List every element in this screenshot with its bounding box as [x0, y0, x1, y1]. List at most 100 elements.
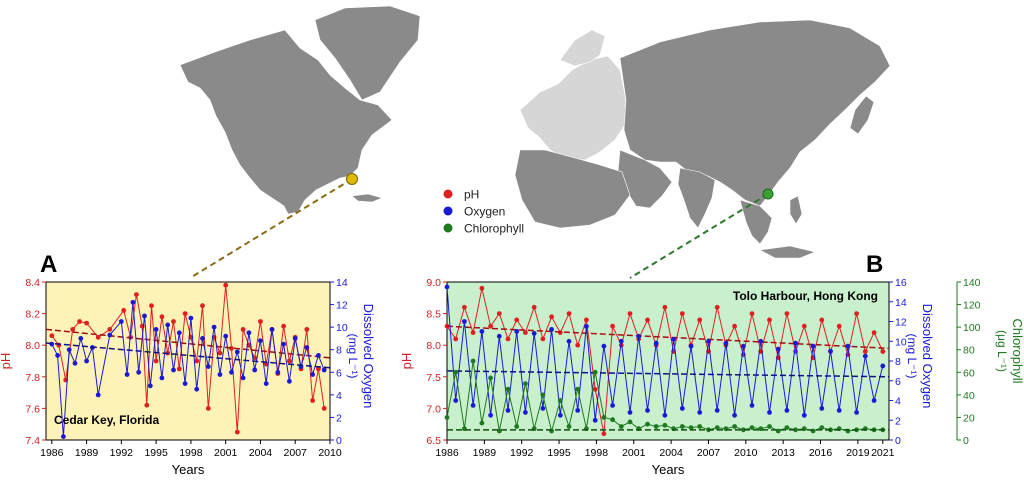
data-point-oxygen [78, 336, 84, 341]
data-point-oxygen [836, 408, 842, 413]
data-point-oxygen [269, 327, 275, 332]
data-point-ph [462, 304, 467, 310]
data-point-oxygen [240, 375, 246, 381]
data-point-ph [49, 333, 55, 339]
y-right-axis-unit: (mg L⁻¹) [346, 334, 360, 379]
data-point-ph [601, 431, 607, 437]
y-right-tick-label: 8 [336, 345, 342, 357]
data-point-oxygen [153, 327, 159, 332]
data-point-oxygen [246, 330, 252, 336]
data-point-oxygen [316, 353, 321, 358]
data-point-oxygen [444, 284, 450, 290]
data-point-chlorophyll [479, 420, 485, 426]
data-point-chlorophyll [453, 369, 459, 375]
data-point-ph [77, 319, 82, 324]
data-point-oxygen [514, 329, 520, 334]
data-point-ph [321, 406, 327, 411]
y-right2-axis-title: Chlorophyll [1010, 318, 1024, 383]
trend-line-oxygen [446, 370, 890, 378]
x-tick-label: 1998 [585, 447, 609, 459]
data-point-oxygen [165, 322, 171, 328]
y-left-tick-label: 9.0 [426, 277, 441, 289]
data-point-ph [514, 317, 520, 323]
data-point-ph [801, 323, 807, 329]
x-tick-label: 1995 [547, 447, 571, 459]
data-point-ph [200, 303, 205, 309]
data-point-ph [645, 317, 650, 323]
data-point-chlorophyll [714, 425, 720, 430]
data-point-oxygen [801, 412, 807, 418]
data-point-oxygen [182, 381, 188, 386]
data-point-chlorophyll [627, 419, 633, 425]
data-point-ph [496, 311, 502, 316]
data-point-oxygen [662, 412, 668, 418]
y-right2-tick-label: 20 [963, 412, 975, 424]
data-point-ph [194, 358, 200, 364]
data-point-ph [540, 336, 546, 342]
y-right2-tick-label: 100 [963, 322, 981, 334]
data-point-ph [234, 429, 240, 435]
data-point-oxygen [697, 410, 703, 415]
data-point-oxygen [871, 398, 877, 403]
data-point-oxygen [200, 336, 205, 341]
data-point-oxygen [828, 348, 833, 354]
data-point-oxygen [321, 367, 327, 373]
data-point-chlorophyll [575, 386, 581, 392]
x-axis-title: Years [172, 462, 205, 477]
data-point-ph [836, 323, 842, 329]
map-europe [519, 55, 629, 161]
data-point-oxygen [723, 340, 729, 346]
data-point-chlorophyll [540, 392, 546, 398]
data-point-ph [479, 285, 485, 291]
data-point-ph [453, 336, 459, 342]
y-right-tick-label: 0 [895, 435, 901, 447]
y-left-tick-label: 8.0 [426, 340, 441, 352]
y-right-tick-label: 2 [895, 415, 901, 427]
data-point-oxygen [767, 410, 772, 415]
data-point-chlorophyll [653, 424, 659, 429]
data-point-ph [749, 311, 755, 316]
data-point-oxygen [784, 408, 790, 413]
y-right2-tick-label: 0 [963, 435, 969, 447]
y-left-tick-label: 6.5 [426, 435, 441, 447]
data-point-ph [70, 327, 76, 332]
data-point-oxygen [217, 372, 223, 377]
x-tick-label: 1986 [40, 447, 64, 459]
data-point-ph [575, 342, 581, 348]
data-point-oxygen [205, 364, 211, 369]
y-left-tick-label: 7.4 [25, 435, 40, 447]
data-point-chlorophyll [793, 427, 798, 433]
data-point-oxygen [854, 410, 859, 415]
data-point-ph [505, 336, 511, 342]
data-point-oxygen [496, 333, 502, 339]
data-point-ph [144, 402, 150, 408]
data-point-oxygen [488, 412, 493, 418]
data-point-ph [304, 327, 310, 332]
data-point-ph [549, 314, 554, 320]
data-point-ph [205, 406, 211, 411]
data-point-oxygen [84, 358, 89, 364]
data-point-ph [470, 330, 476, 335]
data-point-oxygen [292, 336, 298, 341]
site-annotation: Tolo Harbour, Hong Kong [733, 289, 878, 303]
series-line-ph [51, 285, 325, 433]
data-point-oxygen [479, 329, 485, 334]
data-point-oxygen [862, 353, 868, 359]
data-point-oxygen [194, 386, 200, 392]
marker-florida [346, 173, 358, 185]
data-point-ph [784, 311, 790, 316]
data-point-ph [84, 320, 89, 326]
connector-line-hongkong [629, 193, 769, 279]
trend-line-oxygen [45, 342, 331, 369]
data-point-oxygen [679, 406, 685, 411]
data-point-chlorophyll [557, 398, 563, 403]
data-point-oxygen [636, 333, 642, 339]
y-right-axis-unit: (mg L⁻¹) [905, 334, 919, 379]
map-scandinavia [559, 29, 606, 67]
trend-line-ph [446, 325, 890, 350]
data-point-ph [316, 366, 321, 372]
data-point-ph [714, 304, 720, 310]
legend-marker-ph [443, 189, 453, 199]
data-point-ph [149, 303, 154, 309]
